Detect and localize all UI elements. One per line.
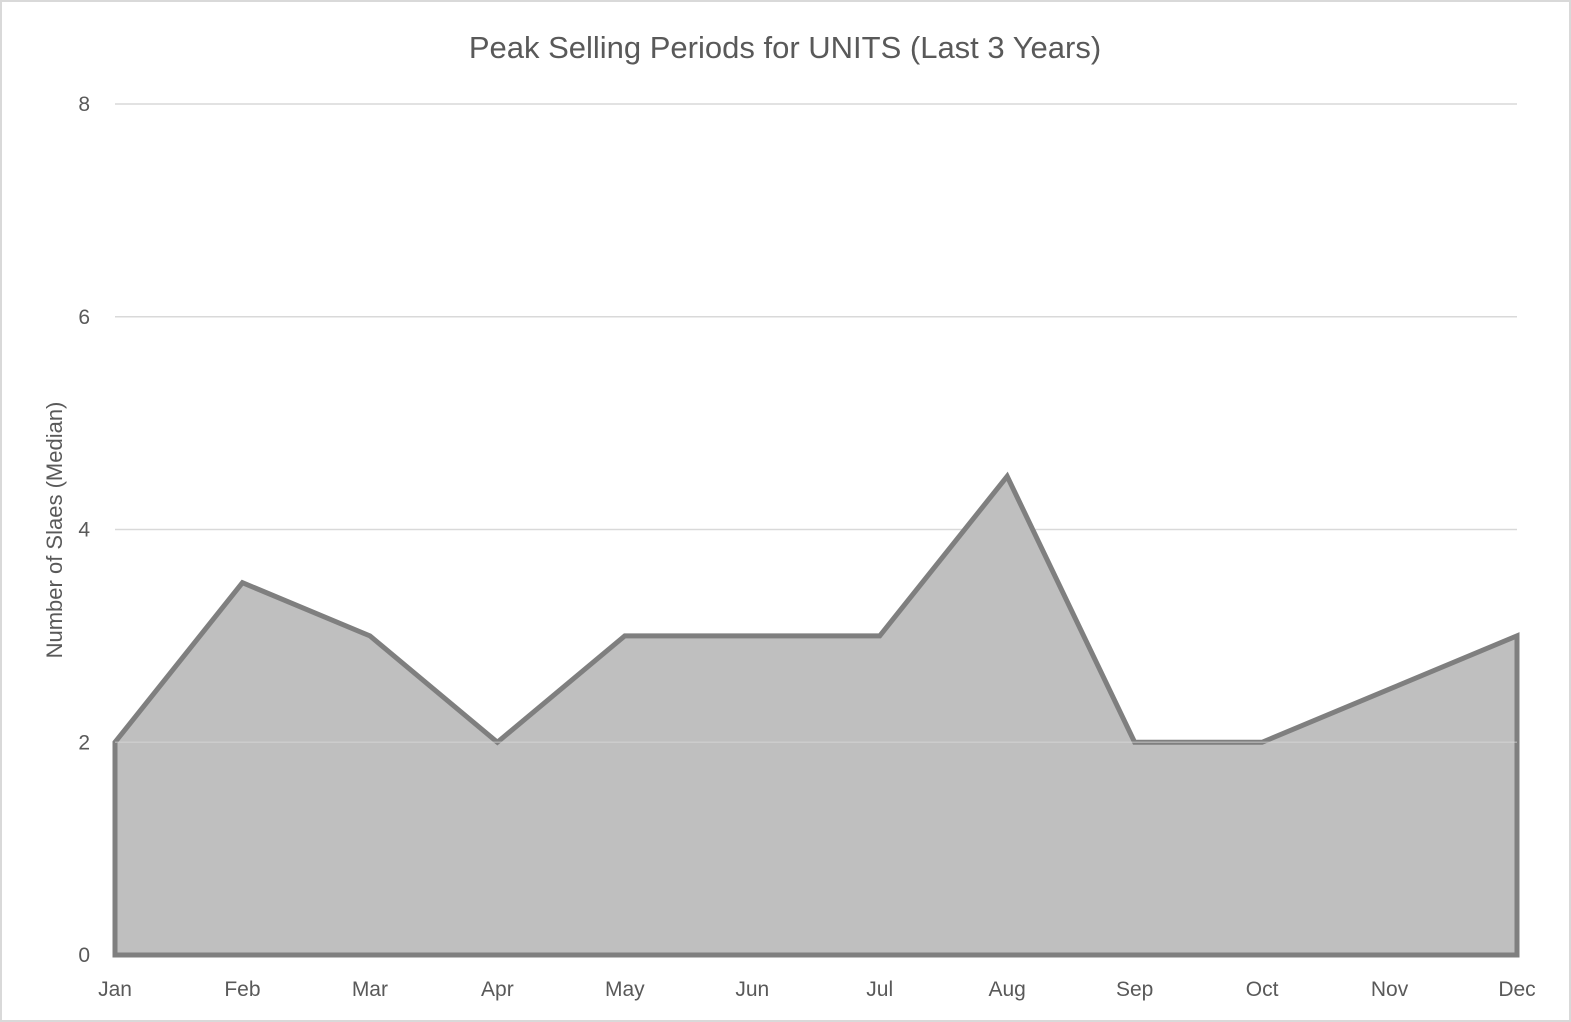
x-tick-label: Apr (481, 978, 514, 1001)
x-tick-label: Aug (988, 978, 1025, 1001)
x-tick-label: Jan (98, 978, 132, 1001)
y-tick-label: 0 (78, 944, 90, 967)
area-fill (112, 471, 1520, 958)
chart-title: Peak Selling Periods for UNITS (Last 3 Y… (469, 30, 1101, 65)
y-axis-title: Number of Slaes (Median) (42, 402, 67, 659)
x-tick-label: Mar (352, 978, 388, 1001)
y-tick-label: 4 (78, 519, 90, 542)
x-axis-ticks: Jan Feb Mar Apr May Jun Jul Aug Sep Oct Nov Dec (98, 978, 1536, 1001)
x-tick-label: Nov (1371, 978, 1409, 1001)
x-tick-label: Oct (1246, 978, 1279, 1001)
y-axis-ticks: 0 2 4 6 8 (78, 93, 90, 967)
x-tick-label: May (605, 978, 645, 1001)
y-tick-label: 8 (78, 93, 90, 116)
series-area (112, 471, 1520, 958)
x-tick-label: Dec (1498, 978, 1535, 1001)
y-tick-label: 6 (78, 306, 90, 329)
x-tick-label: Sep (1116, 978, 1153, 1001)
x-tick-label: Jul (866, 978, 893, 1001)
x-tick-label: Jun (735, 978, 769, 1001)
x-tick-label: Feb (224, 978, 260, 1001)
y-tick-label: 2 (78, 731, 90, 754)
